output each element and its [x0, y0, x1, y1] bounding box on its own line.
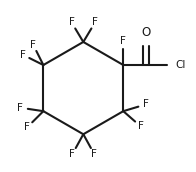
Text: F: F	[143, 99, 149, 109]
Text: O: O	[142, 26, 151, 39]
Text: F: F	[120, 36, 126, 46]
Text: Cl: Cl	[175, 60, 185, 70]
Text: F: F	[20, 50, 26, 60]
Text: F: F	[24, 122, 30, 132]
Text: F: F	[69, 17, 74, 27]
Text: F: F	[92, 17, 98, 27]
Text: F: F	[69, 149, 75, 159]
Text: F: F	[138, 121, 143, 131]
Text: F: F	[91, 149, 97, 159]
Text: F: F	[17, 103, 23, 113]
Text: F: F	[30, 40, 36, 50]
